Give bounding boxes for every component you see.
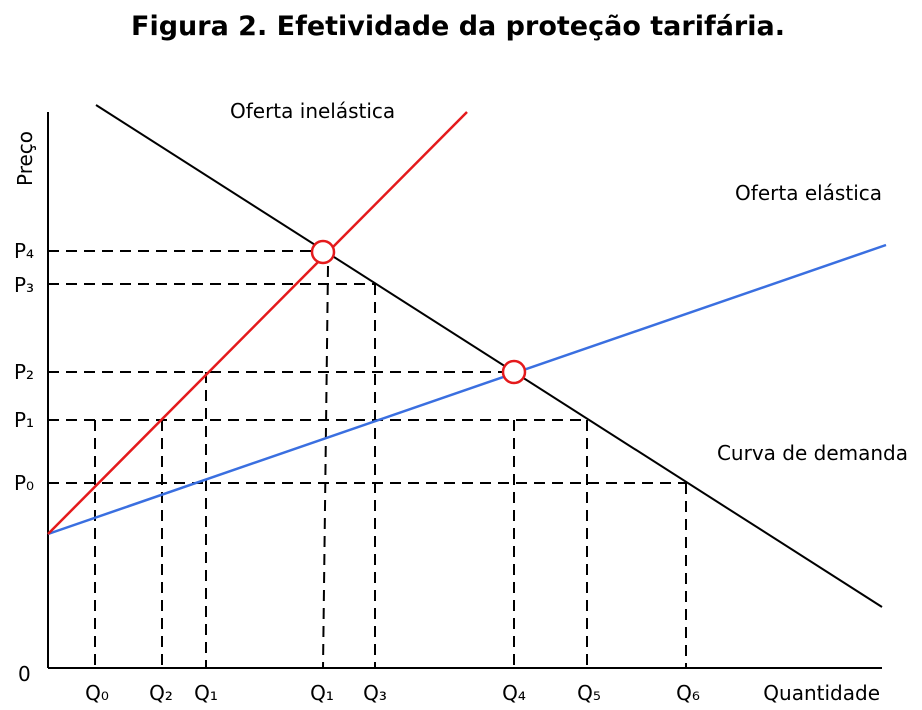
elastic-supply-curve xyxy=(47,243,887,536)
equilibrium-point-inelastic xyxy=(310,239,336,265)
quantity-guides xyxy=(94,265,687,669)
x-axis-label: Quantidade xyxy=(763,681,880,705)
quantity-label-q1-left: Q₁ xyxy=(194,681,218,705)
inelastic-supply-label: Oferta inelástica xyxy=(230,99,395,123)
quantity-label-q6: Q₆ xyxy=(676,681,700,705)
quantity-label-q3: Q₃ xyxy=(363,681,387,705)
price-labels: P₄ P₃ P₂ P₁ P₀ xyxy=(14,239,34,495)
price-label-p3: P₃ xyxy=(14,273,34,297)
price-label-p1: P₁ xyxy=(14,408,34,432)
price-label-p4: P₄ xyxy=(14,239,34,263)
quantity-label-q4: Q₄ xyxy=(502,681,526,705)
quantity-label-q2: Q₂ xyxy=(149,681,173,705)
price-label-p0: P₀ xyxy=(14,471,34,495)
price-label-p2: P₂ xyxy=(14,360,34,384)
demand-curve xyxy=(95,104,883,608)
quantity-label-q1: Q₁ xyxy=(310,681,334,705)
equilibrium-point-elastic xyxy=(501,359,527,385)
origin-label: 0 xyxy=(18,662,31,686)
inelastic-supply-curve xyxy=(47,111,468,535)
quantity-label-q5: Q₅ xyxy=(577,681,601,705)
demand-label: Curva de demanda xyxy=(717,441,908,465)
elastic-supply-label: Oferta elástica xyxy=(735,181,882,205)
figure-title: Figura 2. Efetividade da proteção tarifá… xyxy=(131,11,785,42)
q1-guide xyxy=(322,265,329,669)
quantity-labels: Q₀ Q₂ Q₁ Q₁ Q₃ Q₄ Q₅ Q₆ xyxy=(85,681,700,705)
price-guides xyxy=(48,250,686,484)
quantity-label-q0: Q₀ xyxy=(85,681,109,705)
y-axis-label: Preço xyxy=(13,131,37,186)
